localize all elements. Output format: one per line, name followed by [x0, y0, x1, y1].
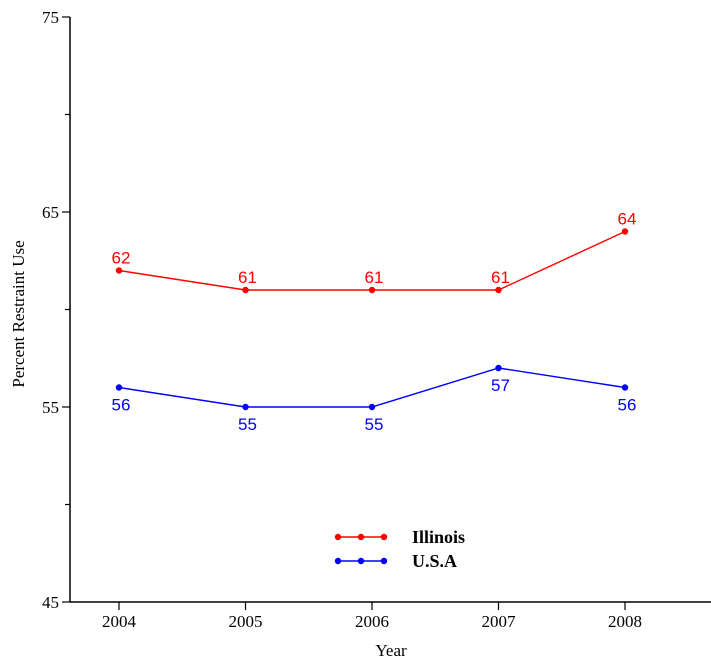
y-tick-label: 75	[42, 8, 59, 27]
data-point	[368, 403, 376, 411]
data-point	[621, 228, 629, 235]
data-label: 56	[112, 396, 131, 415]
data-label: 61	[365, 268, 384, 287]
x-axis-title: Year	[375, 641, 407, 660]
y-axis-ticks: 45 55 65 75	[42, 8, 70, 612]
data-label: 61	[238, 268, 257, 287]
y-tick-label: 65	[42, 203, 59, 222]
x-axis-ticks: 2004 2005 2006 2007 2008	[102, 602, 642, 631]
data-point	[495, 286, 502, 294]
series-layer	[115, 228, 629, 411]
y-tick-label: 45	[42, 593, 59, 612]
data-label: 62	[112, 249, 131, 268]
x-tick-label: 2005	[229, 612, 263, 631]
legend: Illinois U.S.A	[334, 527, 465, 571]
data-point	[242, 403, 249, 411]
data-point	[621, 384, 629, 391]
legend-swatch-point	[380, 533, 388, 541]
data-point	[368, 286, 376, 294]
legend-swatch-point	[357, 533, 365, 541]
x-tick-label: 2004	[102, 612, 137, 631]
legend-swatch-point	[334, 557, 342, 565]
x-tick-label: 2008	[608, 612, 642, 631]
legend-swatch-point	[334, 533, 342, 541]
series-line-2	[118, 367, 626, 408]
data-point	[242, 286, 249, 294]
data-point	[115, 267, 123, 274]
data-label: 64	[618, 210, 637, 229]
data-point	[495, 364, 502, 372]
legend-label: Illinois	[412, 527, 465, 547]
x-tick-label: 2007	[482, 612, 517, 631]
data-label: 57	[491, 376, 510, 395]
legend-swatch-point	[380, 557, 388, 565]
y-tick-label: 55	[42, 398, 59, 417]
data-label: 61	[491, 268, 510, 287]
legend-swatch-point	[357, 557, 365, 565]
y-axis-title: Percent Restraint Use	[9, 240, 28, 387]
data-label: 56	[618, 396, 637, 415]
data-label: 55	[238, 415, 257, 434]
legend-label: U.S.A	[412, 551, 457, 571]
x-tick-label: 2006	[355, 612, 389, 631]
data-labels-layer: 62 61 61 61 64 56 55 55 57 56	[112, 210, 637, 435]
data-point	[115, 384, 123, 391]
data-label: 55	[365, 415, 384, 434]
